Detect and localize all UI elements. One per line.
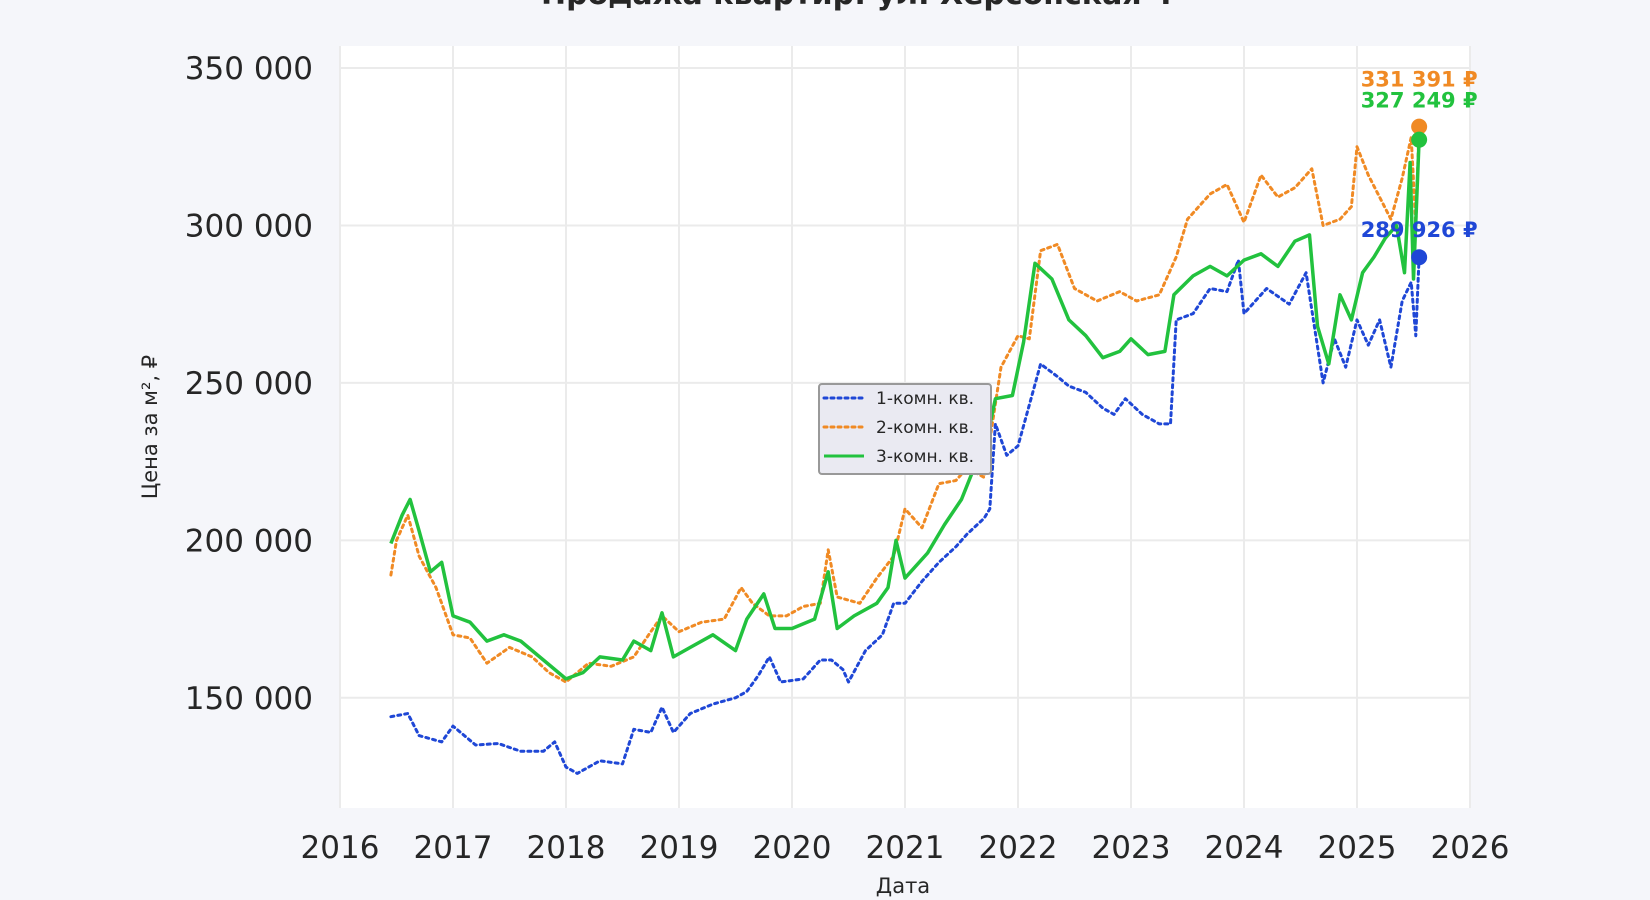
series-line-3 <box>389 139 1421 681</box>
grid <box>339 46 1471 808</box>
series-end-label-3: 327 249 ₽ <box>1361 89 1478 113</box>
x-tick-label: 2026 <box>1431 830 1510 866</box>
x-tick-label: 2018 <box>527 830 606 866</box>
series-endpoints: 289 926 ₽ 331 391 ₽327 249 ₽ <box>1361 68 1478 266</box>
series-endpoint-1 <box>1411 249 1428 266</box>
x-tick-label: 2023 <box>1092 830 1171 866</box>
x-tick-label: 2020 <box>753 830 832 866</box>
x-tick-label: 2025 <box>1318 830 1397 866</box>
legend-box <box>818 383 992 475</box>
y-tick-label: 350 000 <box>185 51 313 87</box>
series-line-2 <box>389 125 1421 684</box>
series-lines <box>389 125 1421 775</box>
x-tick-label: 2022 <box>979 830 1058 866</box>
x-tick-label: 2017 <box>414 830 493 866</box>
y-tick-label: 250 000 <box>185 366 313 402</box>
series-endpoint-2 <box>1411 118 1428 135</box>
chart-title: Продажа квартир: ул. Херсонская 4 <box>541 0 1173 12</box>
y-axis-ticks: 150 000 200 000 250 000 300 000 350 000 <box>185 51 313 717</box>
x-tick-label: 2021 <box>866 830 945 866</box>
x-tick-label: 2019 <box>640 830 719 866</box>
x-tick-label: 2024 <box>1205 830 1284 866</box>
series-end-label-1: 289 926 ₽ <box>1361 218 1478 242</box>
x-axis-label: Дата <box>876 874 930 898</box>
x-axis-ticks: 2016 2017 2018 2019 2020 2021 2022 2023 2024 2025… <box>301 830 1510 866</box>
y-tick-label: 150 000 <box>185 681 313 717</box>
series-end-label-2: 331 391 ₽ <box>1361 68 1478 92</box>
legend-label-2: 2-комн. кв. <box>876 418 974 438</box>
legend: 1-комн. кв. 2-комн. кв. 3-комн. кв. <box>818 383 992 475</box>
y-axis-label: Цена за м², ₽ <box>138 355 162 499</box>
x-tick-label: 2016 <box>301 830 380 866</box>
y-tick-label: 300 000 <box>185 208 313 244</box>
y-tick-label: 200 000 <box>185 523 313 559</box>
legend-label-1: 1-комн. кв. <box>876 389 974 409</box>
series-endpoint-3 <box>1411 131 1428 148</box>
series-line-1 <box>389 255 1421 775</box>
legend-label-3: 3-комн. кв. <box>876 447 974 467</box>
